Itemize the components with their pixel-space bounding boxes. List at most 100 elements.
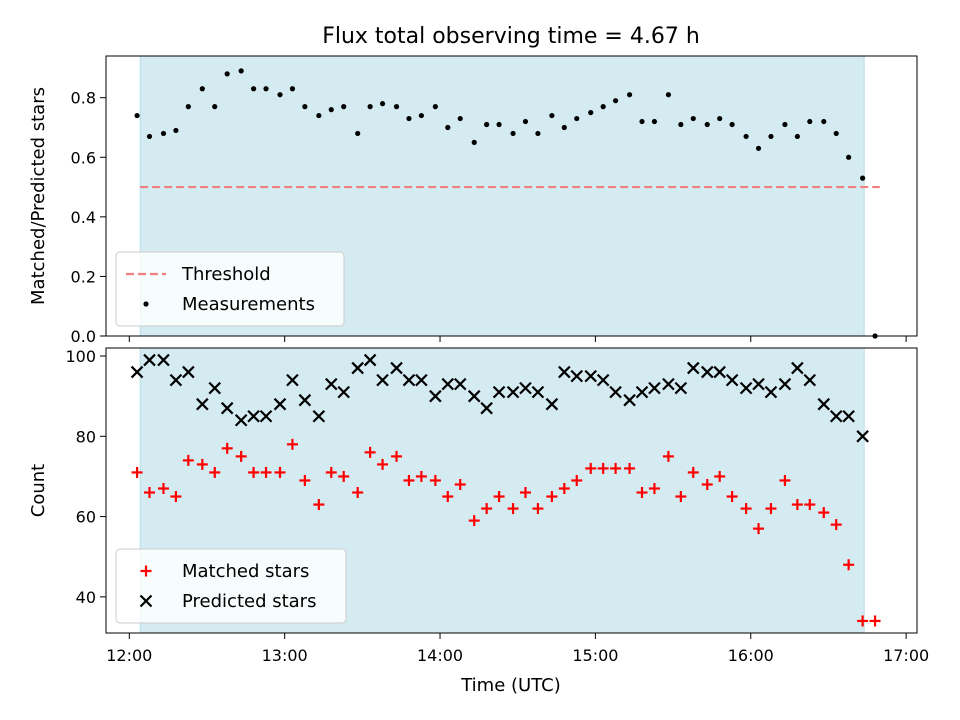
legend-label-line-top: Threshold xyxy=(181,264,271,285)
point-plus-0 xyxy=(131,466,143,478)
point-dot-11 xyxy=(277,92,283,98)
point-dot-10 xyxy=(263,86,269,92)
point-dot-30 xyxy=(522,118,529,125)
point-dot-19 xyxy=(379,101,386,107)
point-plus-41 xyxy=(662,450,674,462)
point-dot-48 xyxy=(755,145,762,151)
point-x-43 xyxy=(686,361,700,375)
point-x-4 xyxy=(182,365,195,379)
x-tick-label-3: 15:00 xyxy=(572,646,618,665)
point-dot-54 xyxy=(833,130,839,137)
point-plus-50 xyxy=(779,474,791,486)
point-plus-18 xyxy=(364,446,376,458)
point-plus-47 xyxy=(740,503,752,515)
point-plus-33 xyxy=(558,482,570,494)
point-x-26 xyxy=(467,389,481,403)
point-dot-21 xyxy=(406,115,412,122)
legend-marker-plus xyxy=(140,565,152,577)
point-dot-17 xyxy=(355,130,361,137)
point-x-47 xyxy=(739,381,753,395)
point-plus-38 xyxy=(624,462,636,474)
point-dot-26 xyxy=(471,139,477,145)
legend-label-dot-top: Measurements xyxy=(182,294,315,315)
point-x-40 xyxy=(648,381,661,395)
point-plus-54 xyxy=(830,519,842,531)
point-dot-8 xyxy=(238,68,244,74)
point-dot-23 xyxy=(432,104,438,110)
point-plus-40 xyxy=(648,482,660,494)
legend-label-x-bottom: Predicted stars xyxy=(182,591,316,612)
point-dot-6 xyxy=(212,104,218,110)
point-plus-8 xyxy=(235,450,247,462)
axes-frame-bottom xyxy=(105,347,918,634)
point-x-55 xyxy=(842,409,855,423)
point-dot-49 xyxy=(768,133,774,140)
point-plus-12 xyxy=(286,438,298,450)
x-tick-label-4: 16:00 xyxy=(728,646,774,665)
point-dot-32 xyxy=(549,112,555,119)
point-dot-5 xyxy=(199,86,205,92)
point-plus-1 xyxy=(144,487,156,499)
legend-top: Threshold Measurements xyxy=(115,251,345,327)
point-x-56 xyxy=(856,430,869,443)
point-plus-9 xyxy=(248,466,260,478)
point-dot-56 xyxy=(860,175,866,181)
point-plus-42 xyxy=(675,491,687,503)
point-dot-46 xyxy=(729,121,735,128)
legend-bottom: Matched stars Predicted stars xyxy=(115,548,347,624)
point-plus-7 xyxy=(221,442,233,454)
point-dot-45 xyxy=(717,115,723,122)
point-x-37 xyxy=(609,385,622,399)
point-x-28 xyxy=(492,385,506,399)
x-tick-label-1: 13:00 xyxy=(262,646,308,665)
point-x-0 xyxy=(130,365,144,379)
point-dot-37 xyxy=(612,98,619,104)
point-x-2 xyxy=(157,353,170,367)
point-plus-39 xyxy=(636,487,648,499)
point-dot-22 xyxy=(418,112,424,119)
point-plus-24 xyxy=(442,491,454,503)
point-plus-28 xyxy=(493,491,505,503)
point-plus-13 xyxy=(299,474,311,486)
point-plus-10 xyxy=(260,466,272,478)
point-plus-43 xyxy=(687,466,699,478)
point-plus-57 xyxy=(869,615,881,627)
point-plus-32 xyxy=(546,491,558,503)
y-ticks-bottom: 40 60 80 100 xyxy=(65,347,106,607)
point-plus-20 xyxy=(391,450,403,462)
point-x-3 xyxy=(169,373,183,387)
legend-marker-x xyxy=(139,594,153,608)
point-dot-15 xyxy=(328,107,334,113)
point-x-29 xyxy=(506,385,520,399)
axes-frame-top xyxy=(105,55,918,337)
point-dot-38 xyxy=(626,92,633,98)
point-dot-0 xyxy=(134,112,140,119)
point-plus-6 xyxy=(209,466,221,478)
point-plus-49 xyxy=(765,503,777,515)
point-dot-33 xyxy=(561,124,567,131)
panel-ratio: 0.00.20.40.60.8 Matched/Predicted stars … xyxy=(28,55,918,346)
point-x-13 xyxy=(298,393,312,407)
point-dot-18 xyxy=(367,104,373,110)
y-tick-label-bottom-2: 80 xyxy=(76,427,96,446)
point-dot-27 xyxy=(484,121,490,128)
point-x-42 xyxy=(674,381,688,395)
y-tick-label-top-1: 0.2 xyxy=(71,267,96,286)
y-axis-label-top: Matched/Predicted stars xyxy=(28,87,49,305)
point-plus-19 xyxy=(377,458,389,470)
point-plus-2 xyxy=(157,482,169,494)
point-plus-34 xyxy=(571,474,583,486)
point-x-38 xyxy=(623,393,636,407)
y-axis-label-bottom: Count xyxy=(28,464,49,517)
point-plus-25 xyxy=(454,478,466,490)
plot-area-bottom xyxy=(130,353,881,627)
plot-area-top xyxy=(134,68,880,339)
y-tick-label-top-0: 0.0 xyxy=(71,327,96,346)
point-plus-35 xyxy=(585,462,597,474)
y-tick-label-top-3: 0.6 xyxy=(71,148,96,167)
point-x-17 xyxy=(351,361,364,375)
series-x-bottom xyxy=(130,353,869,443)
point-x-10 xyxy=(259,409,273,423)
point-dot-25 xyxy=(457,115,463,122)
